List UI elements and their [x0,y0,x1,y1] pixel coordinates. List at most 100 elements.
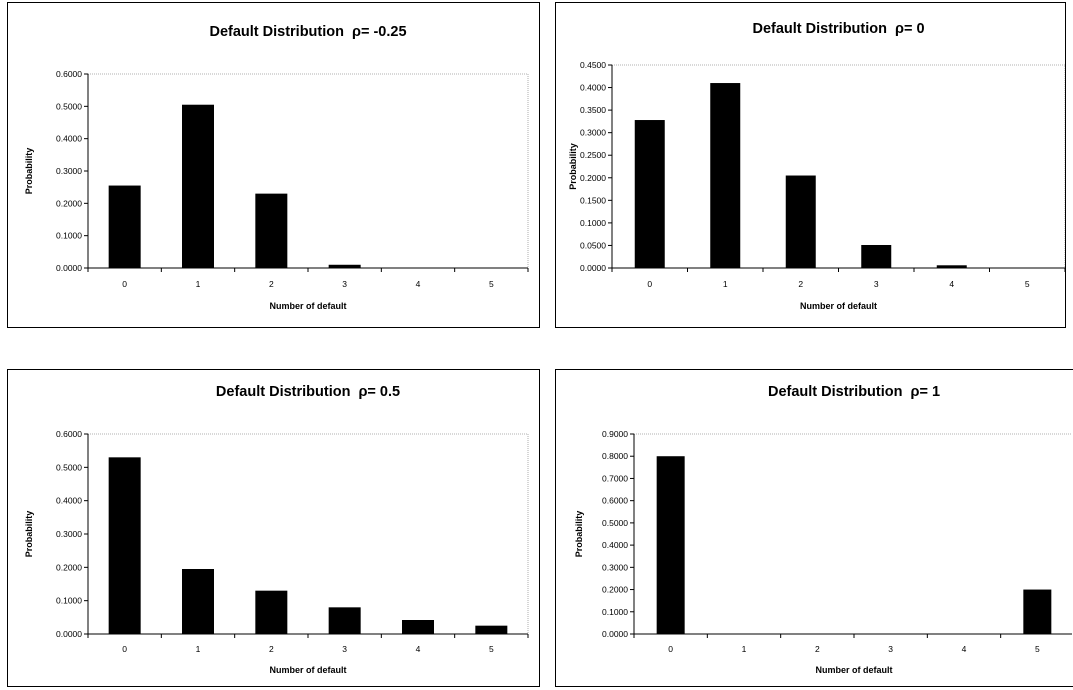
x-tick-label: 1 [742,644,747,654]
x-tick-label: 1 [196,279,201,289]
x-axis-label: Number of default [815,665,892,675]
y-tick-label: 0.3000 [580,128,606,138]
y-tick-label: 0.3000 [56,166,82,176]
x-tick-label: 5 [1035,644,1040,654]
rho-label: ρ= 1 [911,384,941,400]
bar-0 [634,120,665,268]
chart-title-text: Default Distribution [752,21,887,37]
x-tick-label: 0 [122,644,127,654]
x-tick-label: 2 [269,644,274,654]
y-tick-label: 0.2000 [580,173,606,183]
y-tick-label: 0.0000 [56,629,82,639]
x-tick-label: 5 [489,644,494,654]
bar-5 [1023,589,1052,634]
bar-chart: Default Distribution ρ= 1 0.0000 0.1000 0.20… [574,384,1072,675]
x-tick-label: 2 [269,279,274,289]
y-tick-label: 0.6000 [56,429,82,439]
bar-1 [182,104,214,268]
y-tick-label: 0.4000 [56,134,82,144]
x-tick-label: 1 [723,279,728,289]
y-tick-label: 0.1000 [602,607,628,617]
x-tick-label: 2 [815,644,820,654]
y-tick-label: 0.8000 [602,451,628,461]
y-tick-label: 0.0000 [602,629,628,639]
y-tick-label: 0.1000 [580,218,606,228]
y-tick-label: 0.0000 [580,263,606,273]
x-tick-label: 4 [416,279,421,289]
x-tick-label: 2 [798,279,803,289]
y-tick-label: 0.2000 [56,562,82,572]
plot-area [87,433,529,635]
y-tick-label: 0.4000 [602,540,628,550]
bar-2 [255,590,288,634]
y-tick-label: 0.7000 [602,473,628,483]
y-tick-label: 0.0500 [580,240,606,250]
plot-area [633,433,1072,635]
bar-2 [785,175,816,268]
y-tick-label: 0.9000 [602,429,628,439]
x-axis-label: Number of default [269,301,346,311]
x-tick-label: 4 [416,644,421,654]
x-tick-label: 0 [647,279,652,289]
y-tick-label: 0.2000 [602,585,628,595]
chart-title-text: Default Distribution [768,384,903,400]
bar-chart: Default Distribution ρ= 0 0.0000 0.0500 0.10… [568,21,1065,311]
y-tick-label: 0.0000 [56,263,82,273]
chart-title: Default Distribution ρ= -0.25 [209,24,406,40]
bar-5 [475,625,508,634]
chart-panel-rho-1: Default Distribution ρ= 1 0.0000 0.1000 0.20… [555,369,1073,687]
y-tick-label: 0.2000 [56,198,82,208]
y-axis-label: Probability [574,511,584,558]
rho-label: ρ= 0 [895,21,925,37]
bar-0 [656,456,685,634]
x-tick-label: 3 [342,279,347,289]
x-tick-label: 5 [489,279,494,289]
chart-title: Default Distribution ρ= 0.5 [216,384,400,400]
chart-panel-rho-0-5: Default Distribution ρ= 0.5 0.0000 0.1000 0.… [7,369,540,687]
chart-title: Default Distribution ρ= 1 [768,384,940,400]
x-tick-label: 4 [962,644,967,654]
x-axis-label: Number of default [800,301,877,311]
y-tick-label: 0.6000 [56,69,82,79]
bar-3 [861,244,892,268]
bar-1 [710,83,741,269]
bar-chart: Default Distribution ρ= -0.25 0.0000 0.1000… [24,24,529,311]
y-axis-label: Probability [24,511,34,558]
bar-0 [108,457,141,634]
chart-title: Default Distribution ρ= 0 [752,21,924,37]
x-tick-label: 3 [874,279,879,289]
rho-label: ρ= -0.25 [352,24,407,40]
y-tick-label: 0.3000 [602,562,628,572]
y-tick-label: 0.2500 [580,150,606,160]
y-tick-label: 0.5000 [602,518,628,528]
y-tick-label: 0.4500 [580,60,606,70]
x-tick-label: 4 [949,279,954,289]
x-tick-label: 0 [122,279,127,289]
bar-1 [182,569,214,634]
x-axis-label: Number of default [269,665,346,675]
bar-4 [936,265,967,268]
y-tick-label: 0.4000 [580,83,606,93]
y-tick-label: 0.3000 [56,529,82,539]
y-tick-label: 0.1000 [56,231,82,241]
bar-3 [328,264,361,268]
y-tick-label: 0.4000 [56,496,82,506]
y-axis-label: Probability [568,143,578,190]
x-tick-label: 0 [668,644,673,654]
y-tick-label: 0.6000 [602,496,628,506]
y-axis-label: Probability [24,148,34,195]
bar-4 [402,620,434,634]
plot-area [87,73,529,269]
rho-label: ρ= 0.5 [358,384,400,400]
bar-3 [328,607,361,634]
y-tick-label: 0.1000 [56,596,82,606]
x-tick-label: 3 [342,644,347,654]
y-tick-label: 0.5000 [56,462,82,472]
x-tick-label: 5 [1025,279,1030,289]
plot-area [611,64,1065,269]
bar-2 [255,193,288,268]
x-tick-label: 1 [196,644,201,654]
chart-title-text: Default Distribution [216,384,351,400]
bar-0 [108,185,141,268]
chart-panel-rho-neg-0-25: Default Distribution ρ= -0.25 0.0000 0.1000… [7,2,540,328]
